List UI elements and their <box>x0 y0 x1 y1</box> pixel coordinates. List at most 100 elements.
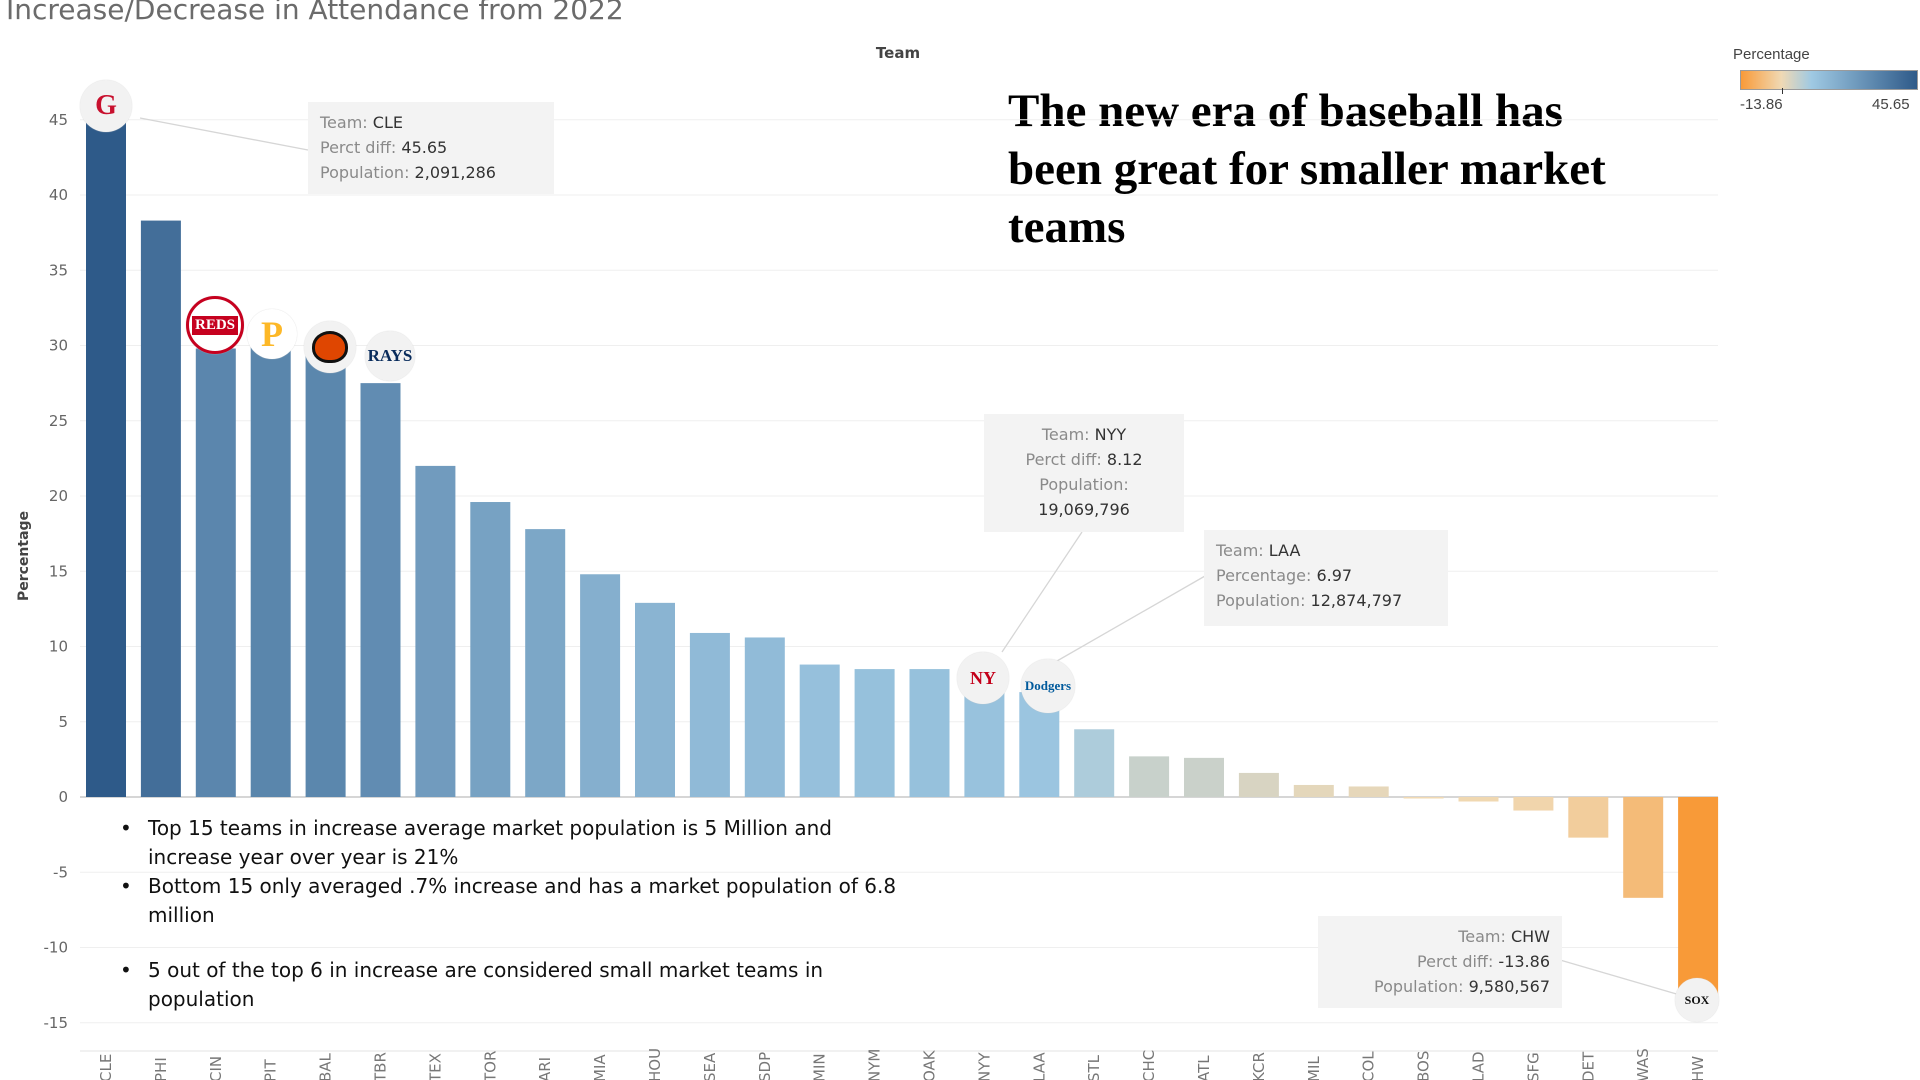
x-tick-label: CLE <box>97 1054 115 1080</box>
x-tick-label: SEA <box>701 1052 719 1080</box>
x-tick-label: KCR <box>1250 1052 1268 1080</box>
x-tick-label: TBR <box>372 1052 390 1080</box>
bar-hou[interactable] <box>635 602 675 797</box>
bar-was[interactable] <box>1623 797 1664 898</box>
bar-chc[interactable] <box>1129 756 1170 797</box>
bar-ari[interactable] <box>525 529 566 797</box>
y-tick-label: 30 <box>49 337 68 355</box>
x-tick-label: LAD <box>1470 1051 1488 1080</box>
connector-line <box>139 117 309 151</box>
x-tick-label: MIN <box>811 1053 829 1080</box>
legend-color-ramp[interactable] <box>1740 70 1918 90</box>
bar-chw[interactable] <box>1678 797 1719 1006</box>
bar-cin[interactable] <box>195 348 236 797</box>
legend-zero-tick <box>1782 88 1783 94</box>
x-tick-label: STL <box>1085 1054 1103 1080</box>
bar-sea[interactable] <box>689 632 730 797</box>
x-tick-label: PHI <box>152 1057 170 1080</box>
y-tick-label: -5 <box>53 863 68 881</box>
bar-sfg[interactable] <box>1513 797 1554 811</box>
note-item: • 5 out of the top 6 in increase are cons… <box>120 958 824 1011</box>
y-tick-label: -15 <box>44 1014 69 1032</box>
y-tick-label: 0 <box>58 788 68 806</box>
x-tick-label: TOR <box>481 1051 499 1080</box>
tooltip-chw: Team: CHW Perct diff: -13.86 Population:… <box>1318 916 1562 1008</box>
pirates-logo-icon: P <box>247 309 297 359</box>
bar-phi[interactable] <box>140 220 181 797</box>
x-tick-label: CIN <box>207 1056 225 1080</box>
bar-pit[interactable] <box>250 347 291 797</box>
y-tick-label: 45 <box>49 111 68 129</box>
y-tick-label: 20 <box>49 487 68 505</box>
x-tick-label: HW <box>1689 1056 1707 1080</box>
bar-tex[interactable] <box>415 465 456 797</box>
bar-mil[interactable] <box>1293 784 1334 797</box>
legend-max-label: 45.65 <box>1872 96 1910 113</box>
x-tick-label: BOS <box>1415 1051 1433 1080</box>
guardians-logo-icon: G <box>80 80 132 132</box>
bar-tor[interactable] <box>470 502 511 797</box>
tooltip-laa: Team: LAA Percentage: 6.97 Population: 1… <box>1204 530 1448 626</box>
x-tick-label: BAL <box>317 1052 335 1080</box>
x-tick-label: DET <box>1579 1051 1597 1080</box>
x-tick-label: MIL <box>1305 1056 1323 1080</box>
x-tick-label: TEX <box>426 1053 444 1080</box>
bar-cle[interactable] <box>86 109 126 797</box>
connector-line <box>1001 531 1083 653</box>
x-tick-label: NYM <box>866 1049 884 1080</box>
x-tick-label: LAA <box>1030 1052 1048 1080</box>
rays-logo-icon: RAYS <box>365 331 415 381</box>
y-tick-label: 25 <box>49 412 68 430</box>
connector-line <box>1049 575 1206 666</box>
x-tick-label: SDP <box>756 1052 774 1080</box>
page-title: Increase/Decrease in Attendance from 202… <box>6 0 624 26</box>
bar-sdp[interactable] <box>744 637 785 797</box>
x-tick-label: OAK <box>921 1049 939 1080</box>
tooltip-cle: Team: CLE Perct diff: 45.65 Population: … <box>308 102 554 194</box>
notes-list: • Top 15 teams in increase average market… <box>120 814 920 1014</box>
bar-atl[interactable] <box>1184 757 1224 797</box>
orioles-logo-icon <box>304 321 356 373</box>
reds-logo-icon: REDS <box>186 296 244 354</box>
legend-min-label: -13.86 <box>1740 96 1783 113</box>
note-item: • Bottom 15 only averaged .7% increase an… <box>120 874 897 927</box>
x-tick-label: ATL <box>1195 1055 1213 1080</box>
x-tick-label: ARI <box>536 1057 554 1080</box>
x-tick-label: PIT <box>262 1059 280 1080</box>
x-tick-label: NYY <box>975 1052 993 1080</box>
bar-oak[interactable] <box>909 669 950 797</box>
x-tick-label: MIA <box>591 1054 609 1080</box>
bar-col[interactable] <box>1348 786 1389 797</box>
x-tick-label: CHC <box>1140 1050 1158 1080</box>
bar-mia[interactable] <box>580 574 621 797</box>
headline: The new era of baseball has been great f… <box>1008 85 1606 253</box>
y-tick-label: 10 <box>49 638 68 656</box>
legend-title: Percentage <box>1733 46 1810 63</box>
white-sox-logo-icon: SOX <box>1675 978 1719 1022</box>
bars <box>86 109 1719 1006</box>
tooltip-nyy: Team: NYY Perct diff: 8.12 Population: 1… <box>984 414 1184 532</box>
bar-min[interactable] <box>799 664 840 797</box>
x-tick-label: SFG <box>1524 1052 1542 1080</box>
x-tick-label: COL <box>1360 1051 1378 1080</box>
bar-nym[interactable] <box>854 669 895 797</box>
bar-tbr[interactable] <box>360 383 401 797</box>
bar-bos[interactable] <box>1403 797 1444 799</box>
tooltip-connectors <box>139 117 1698 1001</box>
bar-bal[interactable] <box>305 353 346 797</box>
y-axis-title: Percentage <box>16 511 32 601</box>
y-tick-label: 15 <box>49 562 68 580</box>
x-tick-label: WAS <box>1634 1048 1652 1080</box>
gridlines <box>80 119 1718 1052</box>
y-tick-label: 35 <box>49 261 68 279</box>
bar-det[interactable] <box>1568 797 1609 838</box>
y-axis-ticks: -15 -10 -5 0 5 10 15 20 25 30 35 40 45 <box>44 111 69 1032</box>
y-tick-label: -10 <box>44 939 69 957</box>
x-axis-title: Team <box>876 44 920 62</box>
bar-lad[interactable] <box>1458 797 1499 802</box>
yankees-logo-icon: NY <box>957 652 1009 704</box>
y-tick-label: 40 <box>49 186 68 204</box>
bar-stl[interactable] <box>1074 729 1115 797</box>
bar-kcr[interactable] <box>1238 772 1279 797</box>
